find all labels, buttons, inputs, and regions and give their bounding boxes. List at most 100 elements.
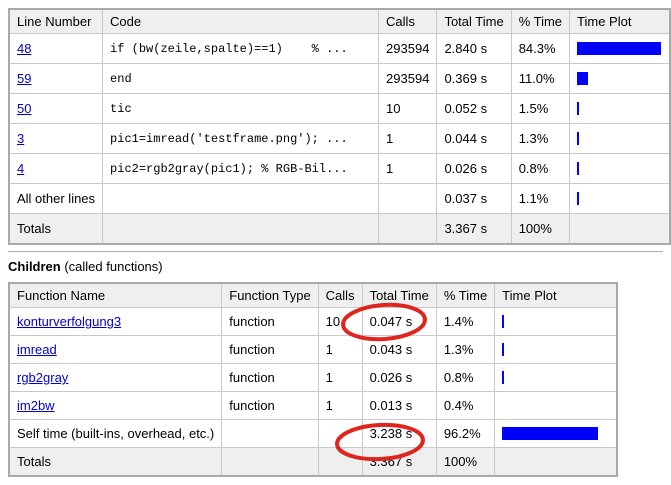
total-time-cell: 0.026 s: [436, 153, 512, 184]
calls-cell: [317, 419, 363, 448]
function-name-cell: Self time (built-ins, overhead, etc.): [8, 419, 223, 448]
calls-cell: 293594: [378, 63, 438, 94]
calls-cell: [378, 213, 438, 245]
time-plot-bar: [502, 371, 505, 384]
total-time-cell: 0.037 s: [436, 183, 512, 214]
time-plot-bar: [577, 192, 580, 205]
code-cell: tic: [102, 93, 380, 124]
time-plot-cell: [569, 123, 671, 154]
children-label: Children: [8, 259, 61, 274]
calls-cell: 1: [317, 363, 363, 392]
function-name-link[interactable]: rgb2gray: [17, 370, 69, 385]
table-row: 4 pic2=rgb2gray(pic1); % RGB-Bil... 1 0.026…: [8, 153, 671, 184]
function-name-cell: imread: [8, 335, 223, 364]
column-header-function-type: Function Type: [221, 282, 319, 308]
function-type-cell: function: [221, 335, 319, 364]
function-type-cell: function: [221, 391, 319, 420]
children-section-heading: Children (called functions): [8, 259, 671, 274]
time-plot-bar: [577, 42, 662, 55]
total-time-cell: 3.367 s: [436, 213, 512, 245]
time-plot-cell: [494, 307, 618, 336]
table-row: Self time (built-ins, overhead, etc.) 3.2…: [8, 419, 618, 448]
pct-time-cell: 1.3%: [510, 123, 571, 154]
line-number-cell: 3: [8, 123, 104, 154]
column-header-total-time: Total Time: [436, 8, 512, 34]
time-plot-bar: [502, 427, 599, 440]
function-type-cell: function: [221, 363, 319, 392]
line-detail-table: Line Number Code Calls Total Time% Time Time…: [8, 8, 671, 245]
pct-time-cell: 1.3%: [435, 335, 496, 364]
pct-time-cell: 1.4%: [435, 307, 496, 336]
totals-row: Totals 3.367 s 100%: [8, 447, 618, 477]
column-header-calls: Calls: [378, 8, 438, 34]
total-time-cell: 0.052 s: [436, 93, 512, 124]
time-plot-cell: [569, 93, 671, 124]
function-type-cell: [221, 419, 319, 448]
pct-time-cell: 84.3%: [510, 33, 571, 64]
table-row: 48 if (bw(zeile,spalte)==1) % ... 293594 2.…: [8, 33, 671, 64]
time-plot-cell: [494, 391, 618, 420]
calls-cell: 1: [317, 391, 363, 420]
time-plot-cell: [569, 213, 671, 245]
children-sublabel: (called functions): [60, 259, 163, 274]
function-type-cell: [221, 447, 319, 477]
column-header-time: % Time: [510, 8, 571, 34]
line-number-link[interactable]: 4: [17, 161, 25, 176]
calls-cell: 1: [317, 335, 363, 364]
calls-cell: 1: [378, 123, 438, 154]
time-plot-bar: [502, 343, 505, 356]
pct-time-cell: 100%: [510, 213, 571, 245]
totals-row: Totals 3.367 s 100%: [8, 213, 671, 245]
time-plot-cell: [494, 447, 618, 477]
function-name-link[interactable]: konturverfolgung3: [17, 314, 122, 329]
calls-cell: 1: [378, 153, 438, 184]
line-number-cell: 50: [8, 93, 104, 124]
column-header-calls: Calls: [317, 282, 363, 308]
time-plot-cell: [569, 183, 671, 214]
line-number-link[interactable]: 48: [17, 41, 32, 56]
code-cell: [102, 183, 380, 214]
column-header-total-time: Total Time: [361, 282, 437, 308]
calls-cell: 293594: [378, 33, 438, 64]
function-name-link[interactable]: im2bw: [17, 398, 55, 413]
header-row: Function Name Function Type Calls Total Tim…: [8, 282, 618, 308]
column-header-time-plot: Time Plot: [494, 282, 618, 308]
total-time-cell: 0.369 s: [436, 63, 512, 94]
code-cell: pic2=rgb2gray(pic1); % RGB-Bil...: [102, 153, 380, 184]
column-header-time: % Time: [435, 282, 496, 308]
calls-cell: [317, 447, 363, 477]
time-plot-cell: [494, 335, 618, 364]
total-time-cell: 3.367 s: [361, 447, 437, 477]
total-time-cell: 2.840 s: [436, 33, 512, 64]
pct-time-cell: 0.8%: [510, 153, 571, 184]
table-row: 50 tic 10 0.052 s 1.5%: [8, 93, 671, 124]
total-time-cell: 3.238 s: [361, 419, 437, 448]
time-plot-bar: [577, 102, 580, 115]
time-plot-cell: [569, 153, 671, 184]
total-time-cell: 0.044 s: [436, 123, 512, 154]
code-cell: [102, 213, 380, 245]
time-plot-cell: [569, 33, 671, 64]
function-name-cell: im2bw: [8, 391, 223, 420]
function-name-link[interactable]: imread: [17, 342, 57, 357]
calls-cell: 10: [317, 307, 363, 336]
children-table: Function Name Function Type Calls Total Tim…: [8, 282, 618, 477]
table-row: 3 pic1=imread('testframe.png'); ... 1 0.044…: [8, 123, 671, 154]
line-number-link[interactable]: 59: [17, 71, 32, 86]
total-time-cell: 0.026 s: [361, 363, 437, 392]
table-row: konturverfolgung3 function 10 0.047 s 1.4%: [8, 307, 618, 336]
line-number-link[interactable]: 3: [17, 131, 25, 146]
total-time-cell: 0.013 s: [361, 391, 437, 420]
function-name-cell: rgb2gray: [8, 363, 223, 392]
table-row: imread function 1 0.043 s 1.3%: [8, 335, 618, 364]
time-plot-bar: [577, 132, 580, 145]
header-row: Line Number Code Calls Total Time% Time Time…: [8, 8, 671, 34]
line-number-cell: Totals: [8, 213, 104, 245]
column-header-function-name: Function Name: [8, 282, 223, 308]
pct-time-cell: 96.2%: [435, 419, 496, 448]
line-number-link[interactable]: 50: [17, 101, 32, 116]
code-cell: if (bw(zeile,spalte)==1) % ...: [102, 33, 380, 64]
calls-cell: [378, 183, 438, 214]
table-row: rgb2gray function 1 0.026 s 0.8%: [8, 363, 618, 392]
